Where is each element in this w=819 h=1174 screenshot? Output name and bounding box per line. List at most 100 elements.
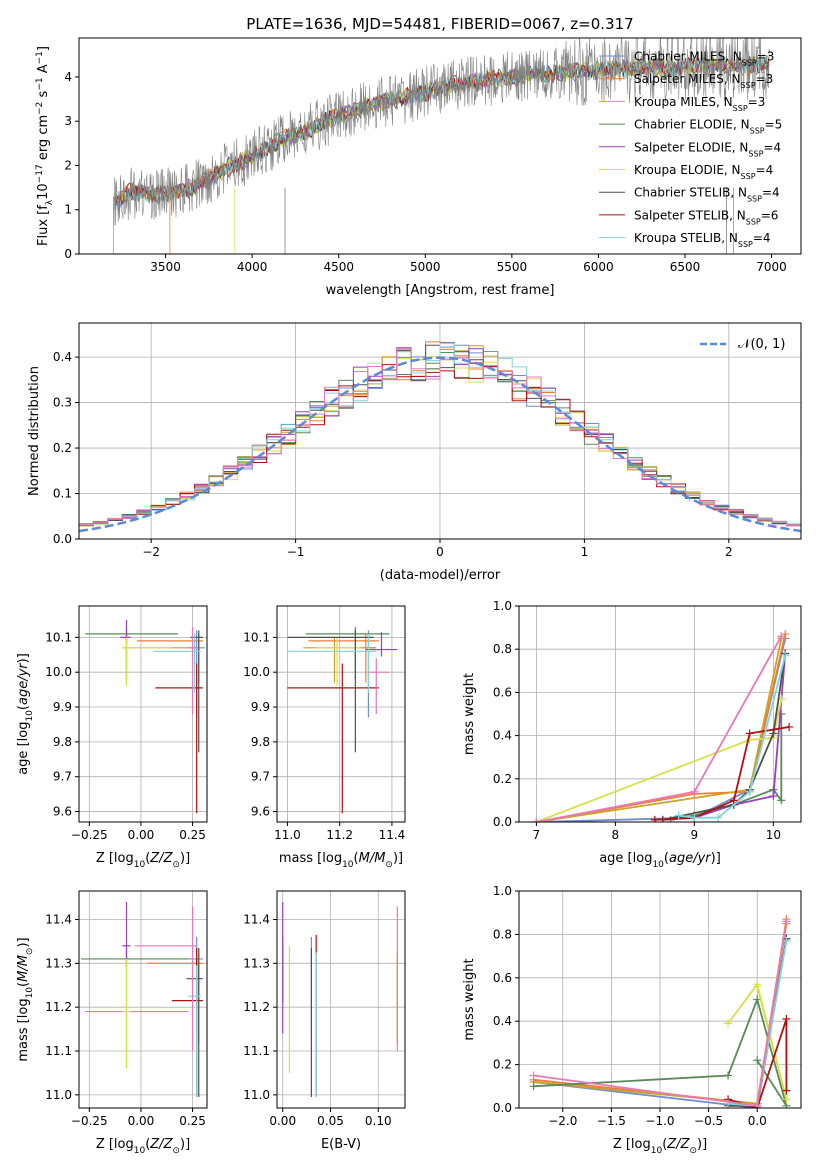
tick-label-y: 0.4: [493, 1014, 512, 1028]
tick-label-x: −0.25: [71, 1114, 108, 1128]
y-axis-label: mass weight: [462, 958, 477, 1040]
axis-label-part: mass [log: [16, 998, 31, 1061]
tick-label-y: 11.0: [243, 1088, 270, 1102]
legend-sub: SSP: [750, 126, 765, 135]
axis-label-part: ⊙: [172, 860, 180, 870]
axis-label-part: A: [36, 64, 51, 77]
weight-point-marker: [781, 651, 790, 660]
tick-label-y: 11.4: [45, 912, 72, 926]
legend-name: Kroupa STELIB, N: [634, 231, 738, 245]
axis-label-part: Z [log: [613, 1137, 651, 1152]
legend-sub: SSP: [746, 217, 761, 226]
tick-label-y: 10.1: [243, 630, 270, 644]
legend-name: Salpeter ELODIE, N: [634, 140, 748, 154]
weight-point-marker: [745, 787, 754, 796]
tick-label-y: 1.0: [493, 884, 512, 898]
legend-value: =3: [748, 95, 766, 109]
legend-name: Salpeter STELIB, N: [634, 208, 746, 222]
tick-label-y: 10.1: [45, 630, 72, 644]
legend-name: Chabrier STELIB, N: [634, 186, 747, 200]
axis-label: mass [log10(M/M⊙)]: [279, 851, 403, 870]
tick-label-y: 3: [64, 114, 72, 128]
weight-point-marker: [714, 813, 723, 822]
figure-title: PLATE=1636, MJD=54481, FIBERID=0067, z=0…: [246, 15, 633, 33]
tick-label-x: 0.05: [317, 1114, 344, 1128]
weight-point-marker: [753, 1101, 762, 1108]
tick-label-y: 11.3: [243, 956, 270, 970]
tick-label-y: 4: [64, 70, 72, 84]
axis-label-part: age [log: [599, 851, 652, 866]
tick-label-x: 0.10: [365, 1114, 392, 1128]
axis-label: mass [log10(M/M⊙)]: [16, 937, 35, 1061]
tick-label-y: 0.8: [493, 927, 512, 941]
tick-label-x: 0.25: [179, 1114, 206, 1128]
tick-label-x: 7000: [756, 260, 787, 274]
tick-label-y: 9.9: [53, 700, 72, 714]
axis-label-part: M/M: [16, 955, 31, 982]
axis-label-part: )]: [711, 851, 721, 866]
legend-value: =5: [765, 118, 783, 132]
axis-label-part: age/yr: [669, 851, 712, 866]
axis-label-part: ⊙: [385, 860, 393, 870]
tick-label-y: 9.6: [251, 805, 270, 819]
weight-point-marker: [782, 917, 791, 926]
legend-value: =3: [756, 72, 774, 86]
axes-frame: [276, 890, 406, 1109]
tick-label-y: 0.2: [493, 1058, 512, 1072]
tick-label-x: 0.00: [269, 1114, 296, 1128]
weight-vs-metallicity-panel: −2.0 −1.5 −1.0 −0.5 0.0 0.0 0.2 0.4 0.6 0.8 1.0 Z […: [462, 884, 802, 1156]
tick-label-y: 11.4: [243, 912, 270, 926]
weight-point-marker: [781, 630, 790, 639]
tick-label-x: −1.0: [645, 1114, 674, 1128]
axis-label-part: Z/Z: [666, 1137, 690, 1152]
tick-label-y: 11.2: [45, 1000, 72, 1014]
weight-point-marker: [724, 1019, 733, 1028]
tick-label-x: 3500: [150, 260, 181, 274]
tick-label-y: 0.0: [493, 815, 512, 829]
tick-label-y: 0.4: [53, 350, 72, 364]
legend-sub: SSP: [748, 149, 763, 158]
legend-entry: Kroupa MILES, NSSP=3: [634, 95, 765, 113]
x-axis-label: E(B-V): [321, 1137, 361, 1152]
axis-label-part: Flux [f: [36, 205, 51, 246]
tick-label-x: 11.4: [379, 828, 406, 842]
axis-label-part: −2: [35, 102, 45, 115]
axis-label-part: (: [145, 851, 150, 866]
plot-area: [282, 901, 398, 1098]
tick-label-x: 7: [533, 828, 541, 842]
axis-label-part: (: [664, 851, 669, 866]
legend-entry: Salpeter MILES, NSSP=3: [634, 72, 773, 90]
tick-label-x: −2.0: [548, 1114, 577, 1128]
weight-point-marker: [690, 813, 699, 822]
tick-label-y: 1.0: [493, 599, 512, 613]
axis-label: Flux [fλ10−17 erg cm−2 s−1 A−1]: [35, 46, 55, 246]
plot-area: [287, 626, 398, 814]
tick-label-y: 9.7: [251, 770, 270, 784]
tick-label-y: 0.1: [53, 487, 72, 501]
axis-label-part: −1: [35, 51, 45, 64]
plot-area: [85, 619, 205, 814]
legend-value: =3: [757, 50, 775, 64]
weight-point-marker: [782, 1095, 791, 1104]
axis-label: age [log10(age/yr)]: [599, 851, 721, 870]
tick-label-x: 8: [612, 828, 620, 842]
tick-label-x: 6000: [583, 260, 614, 274]
axes-frame: [78, 37, 802, 255]
tick-label-y: 9.8: [251, 735, 270, 749]
tick-label-y: 9.9: [251, 700, 270, 714]
age-vs-mass-panel: 11.0 11.2 11.4 9.6 9.7 9.8 9.9 10.0 10.1 mass [lo…: [243, 605, 406, 870]
histogram-step-line: [79, 348, 801, 525]
y-axis-label: mass weight: [462, 673, 477, 755]
axis-label-part: ⊙: [25, 948, 35, 956]
tick-label-x: −1.5: [597, 1114, 626, 1128]
tick-label-x: 5000: [410, 260, 441, 274]
tick-label-y: 11.0: [45, 1088, 72, 1102]
axis-label-part: 10: [134, 860, 146, 870]
tick-label-y: 0.6: [493, 971, 512, 985]
axis-label-part: erg cm: [36, 115, 51, 164]
tick-label-y: 0.8: [493, 642, 512, 656]
tick-label-y: 11.1: [243, 1044, 270, 1058]
axis-label: Z [log10(Z/Z⊙)]: [96, 1137, 190, 1156]
